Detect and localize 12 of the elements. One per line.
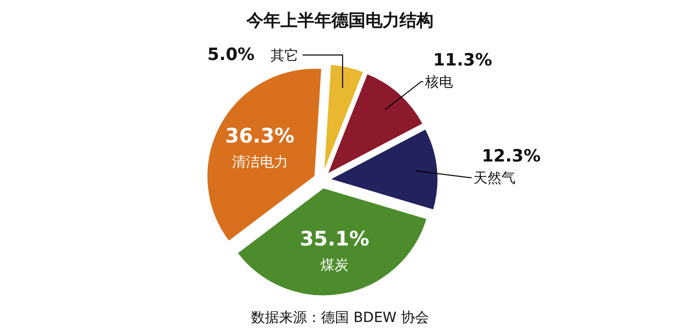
data-label: 36.3% (225, 124, 294, 148)
slice-label: 其它 (270, 48, 299, 64)
data-label: 12.3% (482, 146, 541, 167)
data-label: 11.3% (433, 50, 492, 71)
source-note: 数据来源：德国 BDEW 协会 (251, 310, 429, 326)
data-label: 5.0% (207, 45, 255, 65)
slice-label: 天然气 (474, 170, 516, 187)
slice-label: 核电 (424, 74, 454, 91)
data-label: 35.1% (300, 226, 370, 251)
chart-title: 今年上半年德国电力结构 (246, 11, 434, 31)
slice-label: 煤炭 (320, 258, 349, 274)
slice-label: 清洁电力 (232, 154, 288, 171)
